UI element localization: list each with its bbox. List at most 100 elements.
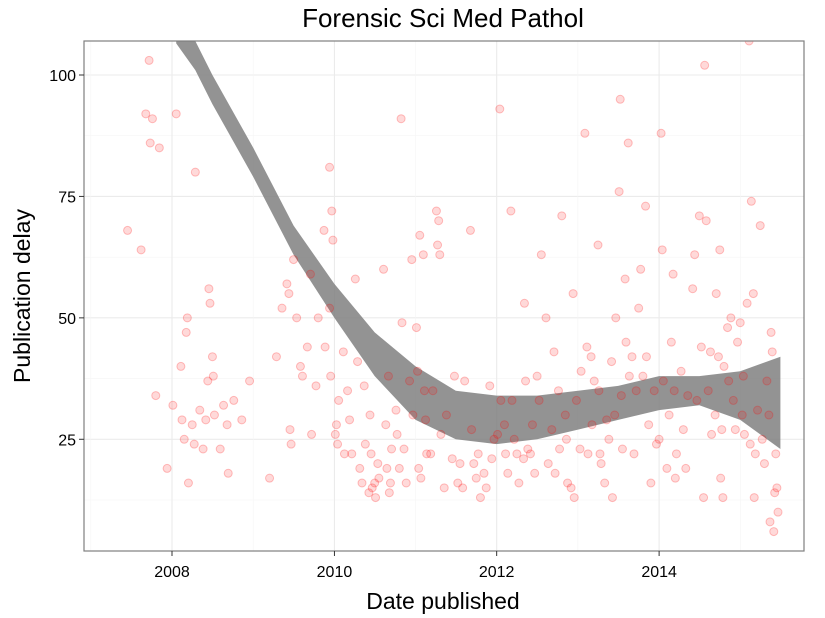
data-point (123, 225, 133, 235)
data-point (319, 225, 329, 235)
data-point (716, 473, 726, 483)
data-point (147, 114, 157, 124)
data-point (717, 425, 727, 435)
data-point (307, 429, 317, 439)
data-point (636, 264, 646, 274)
data-point (465, 225, 475, 235)
data-point (582, 342, 592, 352)
data-point (286, 439, 296, 449)
data-point (654, 434, 664, 444)
y-tick-label: 75 (58, 189, 76, 206)
data-point (198, 444, 208, 454)
data-point (772, 483, 782, 493)
data-point (615, 94, 625, 104)
data-point (620, 274, 630, 284)
data-point (353, 357, 363, 367)
data-point (179, 434, 189, 444)
data-point (676, 366, 686, 376)
data-point (289, 255, 299, 265)
data-point (696, 342, 706, 352)
data-point (333, 439, 343, 449)
data-point (334, 395, 344, 405)
smooth-band-layer (176, 41, 781, 449)
data-point (589, 376, 599, 386)
data-point (604, 434, 614, 444)
data-point (479, 468, 489, 478)
data-point (201, 415, 211, 425)
data-point (623, 138, 633, 148)
data-point (415, 230, 425, 240)
data-point (441, 410, 451, 420)
data-point (360, 439, 370, 449)
data-point (384, 488, 394, 498)
data-point (229, 395, 239, 405)
data-point (668, 269, 678, 279)
data-point (364, 488, 374, 498)
data-point (523, 444, 533, 454)
data-point (688, 284, 698, 294)
data-point (586, 352, 596, 362)
data-point (703, 386, 713, 396)
data-point (435, 250, 445, 260)
data-point (762, 376, 772, 386)
data-point (718, 493, 728, 503)
data-point (753, 405, 763, 415)
data-point (602, 415, 612, 425)
data-point (595, 449, 605, 459)
data-point (607, 493, 617, 503)
data-point (207, 352, 217, 362)
data-point (449, 371, 459, 381)
data-point (690, 250, 700, 260)
data-point (436, 429, 446, 439)
data-point (327, 206, 337, 216)
data-point (641, 352, 651, 362)
data-point (208, 371, 218, 381)
data-point (509, 434, 519, 444)
data-point (769, 527, 779, 537)
data-point (641, 201, 651, 211)
smooth-confidence-band (176, 41, 781, 449)
data-point (560, 410, 570, 420)
data-point (357, 478, 367, 488)
x-tick-label: 2010 (317, 564, 353, 581)
data-point (759, 459, 769, 469)
data-point (519, 298, 529, 308)
data-point (347, 449, 357, 459)
data-point (617, 444, 627, 454)
data-point (624, 371, 634, 381)
data-point (401, 478, 411, 488)
data-point (284, 289, 294, 299)
data-point (471, 473, 481, 483)
data-point (532, 371, 542, 381)
data-point (563, 478, 573, 488)
data-point (407, 255, 417, 265)
data-point (530, 468, 540, 478)
data-point (580, 128, 590, 138)
data-point (245, 376, 255, 386)
data-point (204, 284, 214, 294)
data-point (658, 376, 668, 386)
data-point (387, 444, 397, 454)
data-point (187, 420, 197, 430)
data-point (320, 342, 330, 352)
data-point (154, 143, 164, 153)
data-point (715, 245, 725, 255)
data-point (724, 376, 734, 386)
data-point (733, 337, 743, 347)
data-point (629, 449, 639, 459)
x-tick-label: 2008 (154, 564, 190, 581)
data-point (176, 361, 186, 371)
data-point (587, 420, 597, 430)
data-point (177, 415, 187, 425)
data-point (418, 250, 428, 260)
data-point (571, 395, 581, 405)
data-point (485, 381, 495, 391)
data-point (195, 405, 205, 415)
chart-title: Forensic Sci Med Pathol (302, 3, 584, 33)
data-point (493, 429, 503, 439)
data-point (707, 429, 717, 439)
data-point (144, 55, 154, 65)
data-point (302, 342, 312, 352)
data-point (371, 493, 381, 503)
data-point (694, 211, 704, 221)
